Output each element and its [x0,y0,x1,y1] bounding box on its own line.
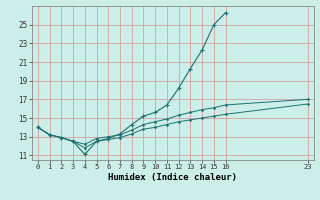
X-axis label: Humidex (Indice chaleur): Humidex (Indice chaleur) [108,173,237,182]
